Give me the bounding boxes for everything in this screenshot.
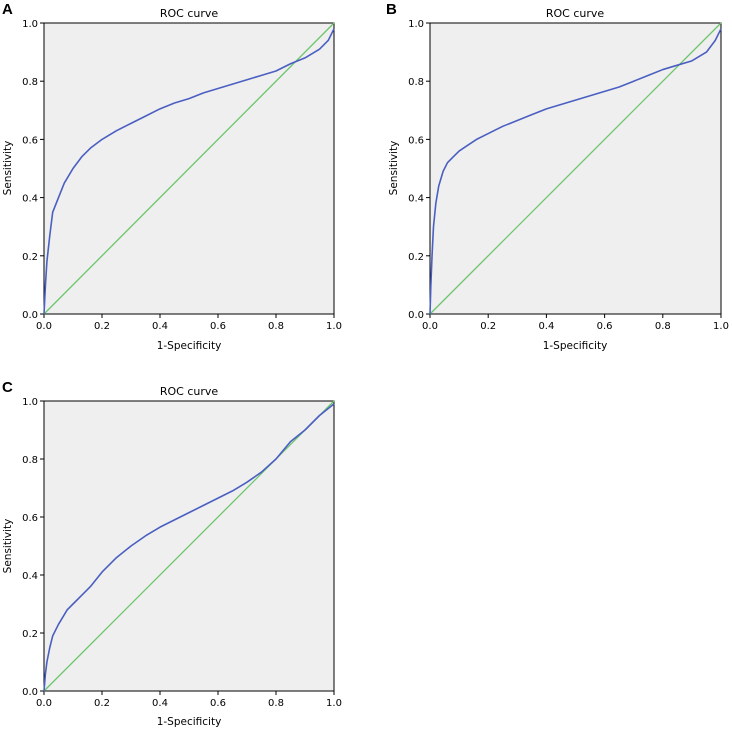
x-tick-label-b: 0.0 bbox=[422, 321, 438, 332]
x-tick-label-a: 0.0 bbox=[36, 321, 52, 332]
panel-b: B ROC curve 0.0 0.2 0.4 0.6 0.8 1.00.00.20.40… bbox=[386, 1, 729, 352]
y-tick-label-a: 0.8 bbox=[22, 77, 38, 88]
chart-title-b: ROC curve bbox=[546, 7, 605, 20]
x-tick-label-c: 0.0 bbox=[36, 698, 52, 709]
y-tick-label-c: 0.8 bbox=[22, 455, 38, 466]
reference-line-b bbox=[429, 22, 722, 315]
reference-line-a bbox=[43, 22, 335, 315]
y-tick-label-a: 0.4 bbox=[22, 194, 38, 205]
x-tick-label-a: 0.6 bbox=[210, 321, 226, 332]
x-axis-label-c: 1-Specificity bbox=[157, 716, 222, 728]
roc-curve-b bbox=[429, 28, 722, 315]
x-axis-label-b: 1-Specificity bbox=[543, 340, 608, 352]
x-tick-label-b: 0.6 bbox=[597, 321, 613, 332]
x-tick-label-c: 0.6 bbox=[210, 698, 226, 709]
y-tick-label-b: 0.4 bbox=[408, 194, 424, 205]
series-b bbox=[429, 22, 722, 315]
chart-title-a: ROC curve bbox=[160, 7, 219, 20]
ticks-a: 0.0 0.2 0.4 0.6 0.8 1.0 0.0 0.2 0.4 0.6 0.8 1.0 bbox=[22, 19, 342, 332]
y-tick-label-c: 0.4 bbox=[22, 571, 38, 582]
x-tick-label-a: 1.0 bbox=[326, 321, 342, 332]
y-tick-label-b: 0.6 bbox=[408, 135, 424, 146]
y-tick-label-a: 1.0 bbox=[22, 19, 38, 30]
roc-curve-a bbox=[43, 28, 335, 315]
ticks-c: 0.0 0.2 0.4 0.6 0.8 1.0 0.0 0.2 0.4 0.6 0.8 1.0 bbox=[22, 397, 342, 709]
series-a bbox=[43, 22, 335, 315]
panel-label-c: C bbox=[2, 379, 13, 396]
x-axis-label-a: 1-Specificity bbox=[157, 340, 222, 352]
x-tick-label-a: 0.2 bbox=[94, 321, 110, 332]
x-tick-label-c: 0.8 bbox=[268, 698, 284, 709]
x-tick-label-b: 0.2 bbox=[480, 321, 496, 332]
y-tick-label-b: 1.0 bbox=[408, 19, 424, 30]
y-tick-label-c: 0.0 bbox=[22, 687, 38, 698]
x-tick-label-a: 0.8 bbox=[268, 321, 284, 332]
y-tick-label-b: 0.0 bbox=[408, 310, 424, 321]
x-tick-label-c: 0.2 bbox=[94, 698, 110, 709]
y-axis-label-b: Sensitivity bbox=[388, 141, 400, 196]
panel-label-b: B bbox=[386, 1, 397, 18]
x-tick-label-b: 0.4 bbox=[538, 321, 554, 332]
y-tick-label-c: 0.2 bbox=[22, 629, 38, 640]
x-tick-label-a: 0.4 bbox=[152, 321, 168, 332]
x-tick-label-c: 0.4 bbox=[152, 698, 168, 709]
chart-title-c: ROC curve bbox=[160, 385, 219, 398]
y-tick-label-a: 0.2 bbox=[22, 252, 38, 263]
y-tick-label-a: 0.6 bbox=[22, 135, 38, 146]
y-tick-label-b: 0.8 bbox=[408, 77, 424, 88]
panel-label-a: A bbox=[2, 1, 13, 18]
series-c bbox=[43, 400, 335, 692]
x-tick-label-b: 1.0 bbox=[713, 321, 729, 332]
panel-a: A ROC curve 0.0 0.2 0.4 0.6 0.8 1.00.00.20.40… bbox=[2, 1, 342, 352]
x-tick-label-c: 1.0 bbox=[326, 698, 342, 709]
y-tick-label-b: 0.2 bbox=[408, 252, 424, 263]
x-tick-label-b: 0.8 bbox=[655, 321, 671, 332]
y-tick-label-a: 0.0 bbox=[22, 310, 38, 321]
y-tick-label-c: 0.6 bbox=[22, 513, 38, 524]
y-axis-label-c: Sensitivity bbox=[2, 519, 14, 574]
ticks-b: 0.0 0.2 0.4 0.6 0.8 1.0 0.0 0.2 0.4 0.6 0.8 1.0 bbox=[408, 19, 729, 332]
y-axis-label-a: Sensitivity bbox=[2, 141, 14, 196]
reference-line-c bbox=[43, 400, 335, 692]
panel-c: C ROC curve 0.0 0.2 0.4 0.6 0.8 1.00.00.20.40… bbox=[2, 379, 342, 728]
y-tick-label-c: 1.0 bbox=[22, 397, 38, 408]
roc-curve-c bbox=[43, 403, 335, 692]
